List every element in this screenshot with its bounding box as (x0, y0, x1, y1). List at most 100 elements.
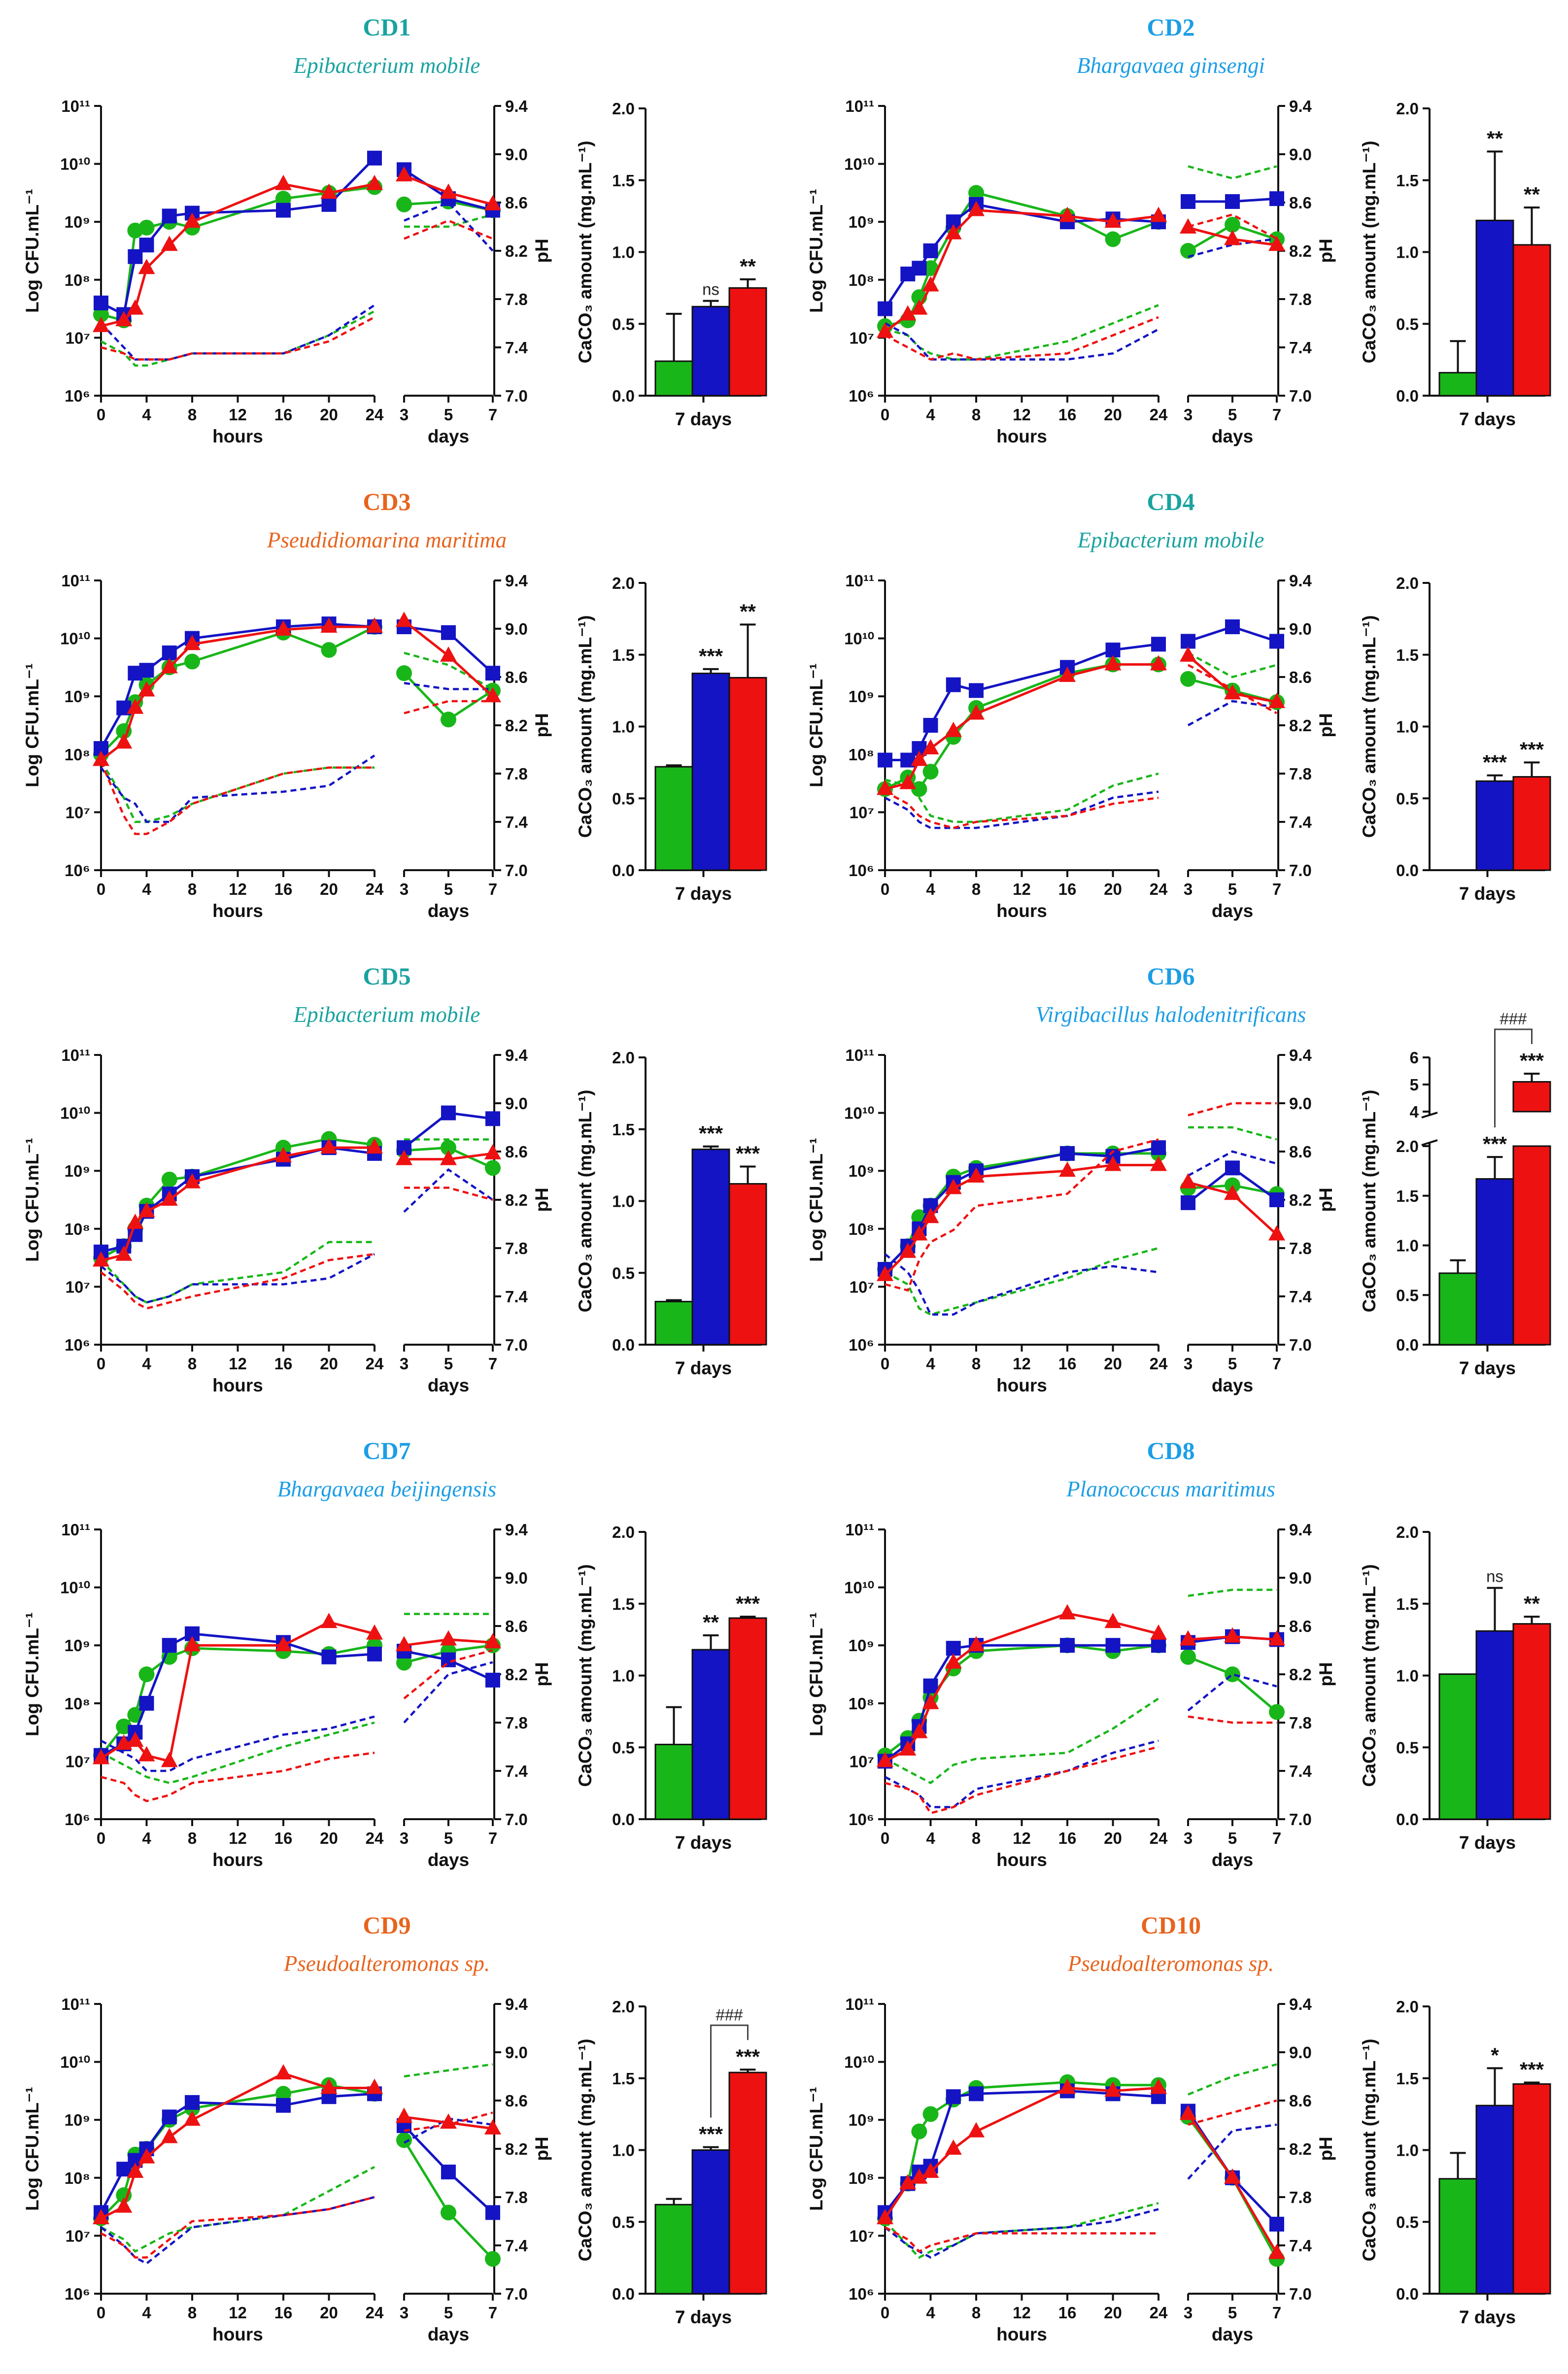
cfu-point-red (1059, 1604, 1076, 1620)
cfu-point-red (115, 2197, 133, 2213)
cfu-point-red (1104, 1155, 1122, 1171)
hours-tick-label: 20 (320, 1829, 338, 1847)
cfu-point-blue (139, 1696, 154, 1711)
series-blue (94, 150, 500, 361)
bar-green (1438, 1673, 1477, 1820)
hours-tick-label: 16 (1058, 880, 1077, 898)
species-name: Bhargavaea beijingensis (277, 1477, 497, 1501)
ph-line-blue (100, 754, 375, 823)
caco3-bar-chart: 7 days CaCO₃ amount (mg.mL⁻¹) 0.0 0.5 1.0 1.5… (1359, 1523, 1551, 1853)
series-red (93, 2064, 501, 2259)
cfu-tick-label: 10⁸ (849, 1220, 874, 1238)
ph-tick-label: 7.8 (1289, 290, 1312, 308)
species-name: Planococcus maritimus (1066, 1477, 1275, 1501)
cfu-day-point-red (484, 687, 501, 703)
cfu-tick-label: 10⁷ (850, 1752, 874, 1770)
ph-tick-label: 7.0 (505, 1336, 528, 1354)
cfu-point-blue (162, 2109, 177, 2125)
ph-tick-label: 7.8 (505, 1239, 528, 1257)
cfu-point-red (968, 704, 985, 720)
series-red (93, 1138, 501, 1310)
cfu-day-point-green (396, 665, 412, 681)
cfu-tick-label: 10⁹ (65, 687, 90, 706)
cfu-point-blue (1151, 1638, 1166, 1653)
bar-x-label: 7 days (675, 1832, 732, 1853)
ph-line-green (884, 1247, 1159, 1316)
hours-tick-label: 24 (1150, 2304, 1168, 2322)
cfu-tick-label: 10⁷ (850, 329, 874, 347)
cfu-point-red (945, 2139, 962, 2155)
significance-label: *** (699, 2123, 723, 2146)
comparison-bracket (710, 2024, 749, 2118)
days-axis-label: days (1212, 1850, 1253, 1870)
bar-y-tick-label: 0.5 (1396, 2213, 1419, 2231)
cfu-day-point-green (396, 196, 412, 212)
cfu-tick-label: 10¹¹ (61, 572, 90, 590)
hours-tick-label: 4 (926, 2304, 935, 2322)
species-name: Epibacterium mobile (293, 53, 480, 78)
cfu-day-point-blue (1225, 619, 1240, 635)
ph-line-red (884, 790, 1159, 829)
cfu-tick-label: 10⁶ (849, 1336, 874, 1354)
cfu-tick-label: 10⁶ (65, 1810, 90, 1829)
cfu-axis-label: Log CFU.mL⁻¹ (22, 2087, 42, 2211)
cfu-point-red (1104, 212, 1122, 228)
ph-line-blue (100, 2196, 375, 2265)
bar-green (1438, 1272, 1477, 1346)
bar-green (654, 2204, 693, 2295)
series-green (877, 652, 1285, 823)
ph-line-blue (100, 1715, 375, 1772)
days-tick-label: 7 (1272, 2304, 1281, 2322)
cfu-point-blue (162, 645, 177, 660)
bar-blue (1475, 219, 1514, 397)
hours-tick-label: 16 (1058, 2304, 1077, 2322)
species-name: Bhargavaea ginsengi (1077, 53, 1265, 78)
bar-x-label: 7 days (1459, 1358, 1516, 1378)
cfu-day-point-green (1180, 1649, 1196, 1665)
cfu-point-red (1150, 1624, 1167, 1640)
bar-x-label: 7 days (1459, 2307, 1516, 2327)
ph-days-line-green (1188, 165, 1277, 180)
bar-y-tick-label: 0.0 (612, 2285, 635, 2303)
cfu-tick-label: 10¹⁰ (844, 2053, 874, 2071)
cfu-point-red (161, 1190, 178, 1206)
cfu-day-point-green (485, 2251, 501, 2267)
hours-tick-label: 4 (142, 1829, 151, 1847)
cfu-tick-label: 10⁹ (849, 213, 874, 231)
bar-y-label: CaCO₃ amount (mg.mL⁻¹) (1359, 1564, 1379, 1787)
hours-tick-label: 0 (881, 880, 889, 898)
axis-break-gap (1424, 1115, 1435, 1143)
cfu-point-red (968, 1167, 985, 1183)
hours-axis-label: hours (212, 1850, 263, 1870)
bar-y-tick-label: 2.0 (612, 1523, 635, 1541)
cfu-point-red (366, 1624, 383, 1640)
hours-tick-label: 12 (1013, 2304, 1031, 2322)
species-name: Virgibacillus halodenitrificans (1036, 1002, 1306, 1027)
hours-tick-label: 12 (1013, 1355, 1031, 1373)
series-blue (878, 191, 1284, 361)
hours-tick-label: 12 (229, 1355, 247, 1373)
cfu-point-blue (1060, 1638, 1075, 1653)
hours-tick-label: 0 (881, 1829, 889, 1847)
panel-title: CD9 (363, 1911, 410, 1939)
cfu-days-line-blue (1187, 2110, 1278, 2225)
cfu-day-point-red (440, 646, 457, 662)
cfu-point-green (922, 260, 939, 276)
ph-days-line-blue (1188, 237, 1277, 258)
ph-tick-label: 9.0 (1289, 2043, 1312, 2062)
days-tick-label: 7 (1272, 1355, 1281, 1373)
ph-tick-label: 9.0 (505, 1094, 528, 1113)
cfu-point-red (161, 236, 178, 251)
bar-y-tick-label: 0.0 (612, 1336, 635, 1354)
bar-y-label: CaCO₃ amount (mg.mL⁻¹) (1359, 2039, 1379, 2262)
ph-tick-label: 7.8 (1289, 765, 1312, 783)
hours-tick-label: 0 (97, 1829, 105, 1847)
ph-days-line-green (404, 213, 493, 228)
cfu-point-green (93, 306, 109, 323)
cfu-tick-label: 10⁸ (65, 1695, 90, 1713)
bar-y-label: CaCO₃ amount (mg.mL⁻¹) (575, 141, 595, 364)
days-tick-label: 3 (400, 2304, 409, 2322)
cfu-point-red (184, 212, 201, 228)
ph-tick-label: 9.4 (505, 1046, 528, 1064)
hours-tick-label: 20 (320, 406, 338, 424)
